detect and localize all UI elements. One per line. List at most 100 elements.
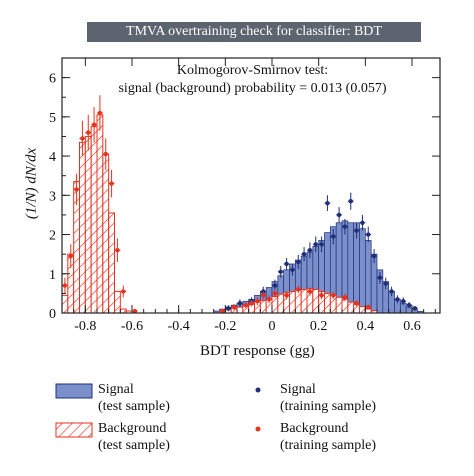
signal-training-point (371, 249, 377, 264)
background-test-bar (359, 306, 366, 314)
background-test-bar (289, 290, 296, 314)
ks-test-line1: Kolmogorov-Smirnov test: (176, 63, 329, 78)
signal-training-point (225, 305, 232, 312)
background-test-bar (61, 294, 69, 314)
background-training-point (272, 289, 278, 298)
signal-training-point (353, 222, 360, 239)
background-training-point (114, 238, 121, 262)
background-training-point (102, 138, 109, 170)
axes: 0 1 2 3 4 5 6 -0.8 -0.6 -0.4 -0.2 0 0.2 0.4 0.6 (49, 57, 440, 334)
signal-training-point (382, 277, 389, 290)
background-test-bar (312, 288, 320, 314)
signal-training-point (295, 254, 302, 270)
background-training-point (353, 300, 360, 307)
y-tick-label: 6 (49, 72, 56, 87)
signal-training-point (307, 242, 313, 259)
signal-training-point (324, 195, 331, 211)
signal-test-bar (359, 228, 366, 314)
background-training-point (248, 300, 255, 307)
signal-training-point (312, 236, 319, 253)
background-training-point (342, 293, 348, 302)
signal-training-point (272, 279, 278, 292)
background-test-bar (114, 290, 121, 314)
signal-training-point (318, 236, 325, 253)
signal-training-point (388, 286, 395, 297)
x-tick-label: 0.2 (310, 319, 328, 334)
background-test-bar (324, 292, 331, 314)
x-axis-title: BDT response (gg) (200, 343, 315, 359)
legend-background-test: Background (test sample) (98, 420, 170, 454)
legend-background-training-marker (255, 426, 261, 432)
y-tick-label: 1 (49, 268, 56, 283)
background-training-point (365, 304, 372, 310)
signal-training-point (277, 265, 284, 278)
signal-training-point (394, 295, 401, 304)
legend-background-test-sublabel: (test sample) (98, 438, 170, 453)
background-training-point (91, 107, 97, 143)
signal-training-point (330, 228, 337, 245)
signal-test-bar (364, 240, 372, 314)
background-test-bar (236, 306, 244, 314)
background-test-bar (259, 299, 267, 314)
x-tick-label: -0.6 (121, 319, 143, 334)
legend-signal-training: Signal (training sample) (280, 381, 376, 415)
background-test-bar (294, 289, 302, 314)
background-test-bar (335, 296, 343, 314)
legend-signal-test: Signal (test sample) (98, 381, 170, 415)
legend-background-training-label: Background (280, 421, 349, 436)
background-training-point (295, 285, 302, 294)
signal-training-point (289, 263, 296, 276)
background-test-bar (341, 298, 349, 314)
background-test-bar (108, 212, 115, 314)
signal-training-point (237, 299, 243, 308)
background-test-bar (96, 114, 104, 314)
y-tick-label: 2 (49, 229, 56, 244)
background-training-point (219, 308, 226, 314)
x-tick-label: -0.4 (168, 319, 190, 334)
x-tick-label: 0.6 (403, 319, 421, 334)
background-training-point (307, 287, 313, 296)
background-training-point (67, 244, 74, 268)
background-training-point (318, 291, 325, 300)
x-tick-label: 0.4 (357, 319, 375, 334)
x-tick-label: -0.2 (214, 319, 236, 334)
legend-signal-training-sublabel: (training sample) (280, 399, 377, 414)
legend-signal-test-label: Signal (98, 382, 134, 397)
signal-test-bar (347, 222, 355, 314)
legend-signal-test-swatch (55, 383, 93, 399)
legend-background-training-sublabel: (training sample) (280, 438, 377, 453)
signal-training-points (225, 192, 418, 312)
signal-training-point (400, 297, 407, 306)
background-training-point (108, 169, 115, 198)
plot-frame (61, 57, 441, 314)
x-tick-label: -0.8 (74, 319, 96, 334)
background-training-point (231, 303, 237, 311)
background-training-point (85, 114, 92, 151)
y-axis-title: (1/N) dN/dx (23, 147, 40, 220)
background-test-bar (84, 135, 92, 314)
legend-background-test-swatch (55, 422, 93, 438)
background-test-bar (277, 293, 285, 314)
legend-marks (55, 383, 261, 438)
ks-test-line2: signal (background) probability = 0.013 … (118, 81, 387, 96)
background-training-point (132, 308, 138, 314)
background-training-point (242, 302, 249, 309)
background-training-point (254, 297, 261, 306)
y-tick-label: 5 (49, 111, 56, 126)
signal-training-point (347, 192, 354, 210)
background-test-bar (90, 126, 98, 314)
legend-background-test-label: Background (98, 421, 167, 436)
x-tick-label: 0 (269, 319, 276, 334)
chart-title: TMVA overtraining check for classifier: … (87, 22, 421, 42)
y-tick-label: 0 (49, 307, 56, 322)
background-training-point (283, 291, 290, 300)
signal-training-point (365, 226, 372, 243)
y-tick-label: 3 (49, 189, 56, 204)
background-training-point (79, 120, 86, 157)
legend-signal-training-label: Signal (280, 382, 316, 397)
legend-signal-training-marker (255, 387, 261, 393)
background-training-point (97, 95, 103, 131)
y-tick-label: 4 (49, 150, 56, 165)
background-test-bar (347, 301, 355, 314)
